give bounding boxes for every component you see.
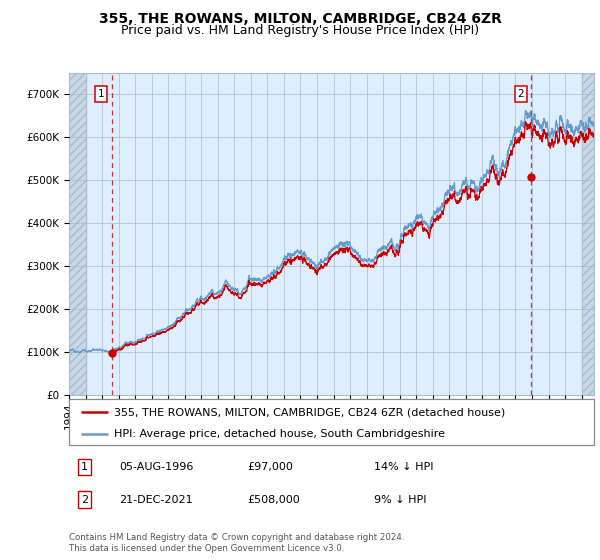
Text: 05-AUG-1996: 05-AUG-1996 xyxy=(119,462,193,472)
Text: HPI: Average price, detached house, South Cambridgeshire: HPI: Average price, detached house, Sout… xyxy=(113,429,445,438)
Text: 2: 2 xyxy=(81,494,88,505)
Text: £97,000: £97,000 xyxy=(248,462,293,472)
FancyBboxPatch shape xyxy=(69,399,594,445)
Text: 355, THE ROWANS, MILTON, CAMBRIDGE, CB24 6ZR: 355, THE ROWANS, MILTON, CAMBRIDGE, CB24… xyxy=(98,12,502,26)
Text: 355, THE ROWANS, MILTON, CAMBRIDGE, CB24 6ZR (detached house): 355, THE ROWANS, MILTON, CAMBRIDGE, CB24… xyxy=(113,407,505,417)
Bar xyxy=(581,73,594,395)
Text: 1: 1 xyxy=(81,462,88,472)
Text: 14% ↓ HPI: 14% ↓ HPI xyxy=(373,462,433,472)
Text: 2: 2 xyxy=(517,88,524,99)
Text: 21-DEC-2021: 21-DEC-2021 xyxy=(119,494,193,505)
Text: Contains HM Land Registry data © Crown copyright and database right 2024.
This d: Contains HM Land Registry data © Crown c… xyxy=(69,533,404,553)
Text: 1: 1 xyxy=(98,88,104,99)
Text: £508,000: £508,000 xyxy=(248,494,300,505)
Text: Price paid vs. HM Land Registry's House Price Index (HPI): Price paid vs. HM Land Registry's House … xyxy=(121,24,479,37)
Bar xyxy=(69,73,87,395)
Text: 9% ↓ HPI: 9% ↓ HPI xyxy=(373,494,426,505)
